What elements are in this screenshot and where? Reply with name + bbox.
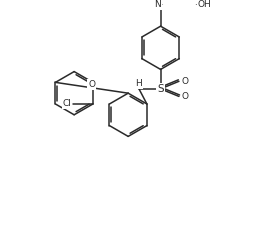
Text: N: N — [154, 0, 161, 9]
Text: O: O — [182, 92, 189, 101]
Text: O: O — [88, 80, 95, 89]
Text: OH: OH — [198, 0, 211, 9]
Text: S: S — [157, 84, 164, 94]
Text: H: H — [136, 79, 142, 88]
Text: Cl: Cl — [62, 100, 72, 109]
Text: O: O — [182, 77, 189, 86]
